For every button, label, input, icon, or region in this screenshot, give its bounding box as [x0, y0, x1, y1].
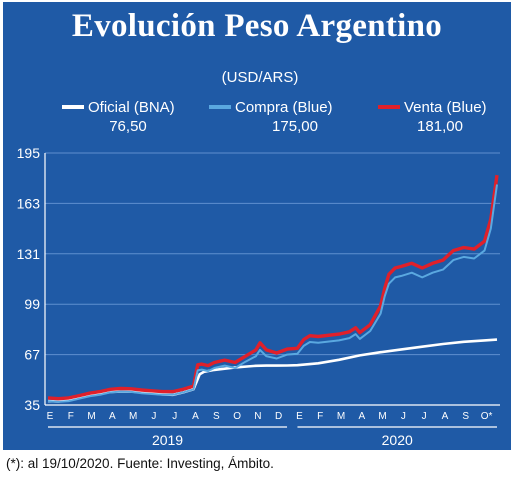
month-label: A	[192, 411, 199, 422]
month-label: O*	[481, 411, 493, 422]
month-label: A	[358, 411, 365, 422]
plot-area	[45, 152, 500, 406]
month-label: M	[129, 411, 137, 422]
month-label: J	[172, 411, 177, 422]
month-label: F	[317, 411, 323, 422]
month-label: E	[47, 411, 54, 422]
month-label: E	[296, 411, 303, 422]
month-label: M	[378, 411, 386, 422]
month-label: S	[213, 411, 220, 422]
year-label: 2020	[382, 432, 413, 448]
month-label: M	[87, 411, 95, 422]
legend-name: Oficial (BNA)	[88, 99, 175, 116]
month-label: O	[233, 411, 241, 422]
legend-value: 175,00	[272, 118, 318, 135]
y-tick-label: 163	[17, 195, 41, 211]
month-label: D	[275, 411, 282, 422]
month-label: J	[422, 411, 427, 422]
chart-title: Evolución Peso Argentino	[71, 8, 443, 44]
month-label: J	[151, 411, 156, 422]
month-label: S	[462, 411, 469, 422]
y-tick-label: 99	[24, 296, 40, 312]
legend-name: Venta (Blue)	[404, 99, 487, 116]
y-tick-label: 67	[24, 347, 40, 363]
month-label: N	[254, 411, 261, 422]
month-label: A	[442, 411, 449, 422]
legend-value: 181,00	[417, 118, 463, 135]
y-tick-label: 195	[17, 145, 41, 161]
x-axis: E F M A M J J A S O N D E F M A M J J A S O* 2019 2020	[45, 404, 500, 448]
plot-background	[45, 153, 500, 405]
series-line-compra-blue	[47, 184, 498, 403]
legend-value: 76,50	[109, 118, 147, 135]
y-tick-label: 35	[24, 397, 40, 413]
month-label: J	[401, 411, 406, 422]
month-label: M	[337, 411, 345, 422]
footnote: (*): al 19/10/2020. Fuente: Investing, Á…	[6, 456, 274, 471]
month-label: F	[68, 411, 74, 422]
year-label: 2019	[152, 432, 183, 448]
legend-name: Compra (Blue)	[235, 99, 333, 116]
y-axis: 35 67 99 131 163 195	[17, 145, 46, 413]
legend: Oficial (BNA) 76,50 Compra (Blue) 175,00 Ven…	[62, 99, 487, 135]
y-tick-label: 131	[17, 246, 41, 262]
unit-label: (USD/ARS)	[222, 69, 299, 86]
series-layer	[47, 174, 499, 403]
series-line-venta-blue	[47, 174, 499, 401]
month-label: A	[109, 411, 116, 422]
